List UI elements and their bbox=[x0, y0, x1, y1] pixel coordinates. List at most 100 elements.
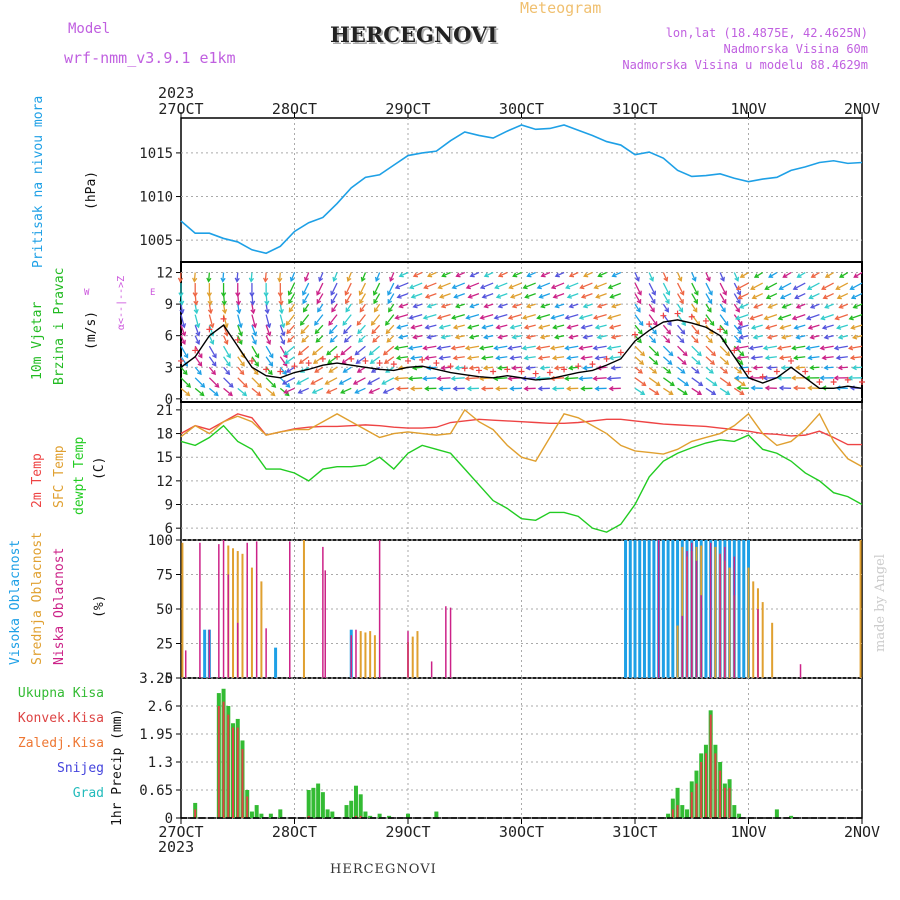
wind-arrow bbox=[662, 282, 670, 295]
wind-arrowhead bbox=[778, 385, 784, 391]
wind-gust-marker bbox=[461, 365, 468, 372]
wind-arrowhead bbox=[197, 353, 203, 359]
wind-arrow bbox=[852, 366, 863, 369]
wind-arrow bbox=[356, 356, 366, 364]
wind-arrowhead bbox=[791, 315, 798, 321]
cloud-low-bar bbox=[681, 615, 684, 678]
wind-arrow bbox=[265, 314, 271, 328]
wind-arrowhead bbox=[723, 368, 729, 374]
wind-arrow bbox=[581, 324, 593, 329]
wind-arrowhead bbox=[610, 334, 617, 340]
wind-arrowhead bbox=[280, 339, 286, 345]
wind-ytick-label: 6 bbox=[165, 329, 173, 345]
wind-arrow bbox=[284, 345, 295, 356]
cloud-mid-bar bbox=[747, 567, 750, 678]
wind-arrowhead bbox=[467, 324, 473, 330]
wind-arrow bbox=[565, 345, 579, 350]
wind-gust-marker bbox=[178, 357, 184, 364]
wind-arrow bbox=[733, 293, 741, 304]
wind-arrowhead bbox=[653, 360, 659, 365]
wind-arrowhead bbox=[389, 276, 395, 283]
wind-arrow bbox=[739, 303, 749, 309]
wind-arrowhead bbox=[343, 329, 348, 335]
cloud-low-bar bbox=[237, 622, 239, 678]
temp-ytick-label: 15 bbox=[156, 450, 173, 466]
wind-arrow bbox=[496, 324, 508, 329]
wind-arrowhead bbox=[764, 355, 770, 361]
wind-arrow bbox=[662, 345, 674, 356]
wind-arrowhead bbox=[790, 375, 797, 381]
wind-arrowhead bbox=[521, 345, 527, 351]
wind-arrow bbox=[522, 345, 536, 350]
wind-arrowhead bbox=[536, 284, 542, 290]
wind-arrowhead bbox=[593, 284, 599, 290]
wind-arrow bbox=[838, 335, 848, 339]
wind-arrow bbox=[750, 314, 763, 320]
wind-arrowhead bbox=[650, 307, 655, 313]
wind-arrowhead bbox=[583, 272, 589, 278]
wind-arrowhead bbox=[221, 300, 227, 306]
wind-arrow bbox=[764, 314, 778, 320]
wind-arrowhead bbox=[809, 365, 815, 371]
wind-arrowhead bbox=[507, 345, 513, 351]
wind-arrow bbox=[288, 303, 296, 312]
wind-arrow bbox=[437, 314, 451, 319]
footer-station: HERCEGNOVI bbox=[330, 862, 437, 877]
wind-arrowhead bbox=[820, 315, 826, 321]
wind-compass-e: E bbox=[150, 288, 156, 298]
cloud-low-bar bbox=[199, 542, 201, 678]
wind-arrowhead bbox=[192, 292, 198, 298]
wind-arrowhead bbox=[767, 303, 773, 309]
wind-arrowhead bbox=[209, 323, 215, 329]
wind-arrowhead bbox=[582, 365, 588, 371]
wind-arrow bbox=[676, 282, 685, 295]
wind-arrowhead bbox=[464, 345, 471, 351]
wind-arrowhead bbox=[807, 324, 813, 330]
wind-arrowhead bbox=[737, 294, 743, 300]
wind-arrowhead bbox=[665, 290, 671, 296]
wind-arrowhead bbox=[199, 391, 205, 397]
wind-arrow bbox=[441, 335, 451, 339]
wind-arrow bbox=[583, 271, 593, 277]
wind-arrowhead bbox=[495, 385, 501, 392]
wind-arrow bbox=[510, 292, 522, 298]
wind-arrow bbox=[345, 293, 352, 304]
cloud-low-bar bbox=[445, 606, 447, 678]
wind-gust-marker bbox=[220, 315, 227, 322]
wind-arrow bbox=[807, 282, 820, 290]
wind-arrow bbox=[413, 271, 423, 277]
wind-arrowhead bbox=[723, 329, 728, 335]
wind-arrow bbox=[386, 335, 395, 343]
precip-legend-frz: Zaledj.Kisa bbox=[17, 736, 104, 751]
wind-arrow bbox=[705, 282, 713, 295]
wind-arrow bbox=[237, 356, 245, 367]
wind-arrow bbox=[853, 303, 863, 309]
wind-arrowhead bbox=[592, 345, 598, 351]
wind-arrow bbox=[223, 377, 234, 388]
precip-conv-bar bbox=[227, 714, 230, 818]
wind-arrowhead bbox=[638, 321, 644, 327]
wind-arrow bbox=[839, 271, 849, 278]
wind-arrow bbox=[677, 314, 686, 326]
wind-arrowhead bbox=[554, 303, 560, 309]
wind-arrowhead bbox=[213, 391, 219, 397]
wind-arrowhead bbox=[248, 277, 255, 283]
wind-arrow bbox=[409, 282, 423, 289]
wind-gust-marker bbox=[291, 363, 298, 370]
wind-arrowhead bbox=[240, 361, 245, 367]
wind-arrow bbox=[525, 292, 536, 298]
wind-arrow bbox=[358, 335, 366, 343]
wind-arrow bbox=[467, 356, 480, 359]
precip-ytick-label: 3.25 bbox=[139, 671, 173, 687]
wind-arrow bbox=[251, 303, 255, 314]
wind-arrowhead bbox=[834, 315, 840, 321]
wind-arrow bbox=[539, 292, 551, 298]
wind-arrow bbox=[395, 345, 409, 350]
wind-arrowhead bbox=[440, 334, 446, 340]
precip-total-bar bbox=[666, 813, 671, 818]
wind-arrowhead bbox=[395, 355, 402, 361]
wind-arrowhead bbox=[693, 299, 698, 305]
wind-arrow bbox=[513, 271, 522, 277]
wind-arrowhead bbox=[796, 273, 802, 278]
